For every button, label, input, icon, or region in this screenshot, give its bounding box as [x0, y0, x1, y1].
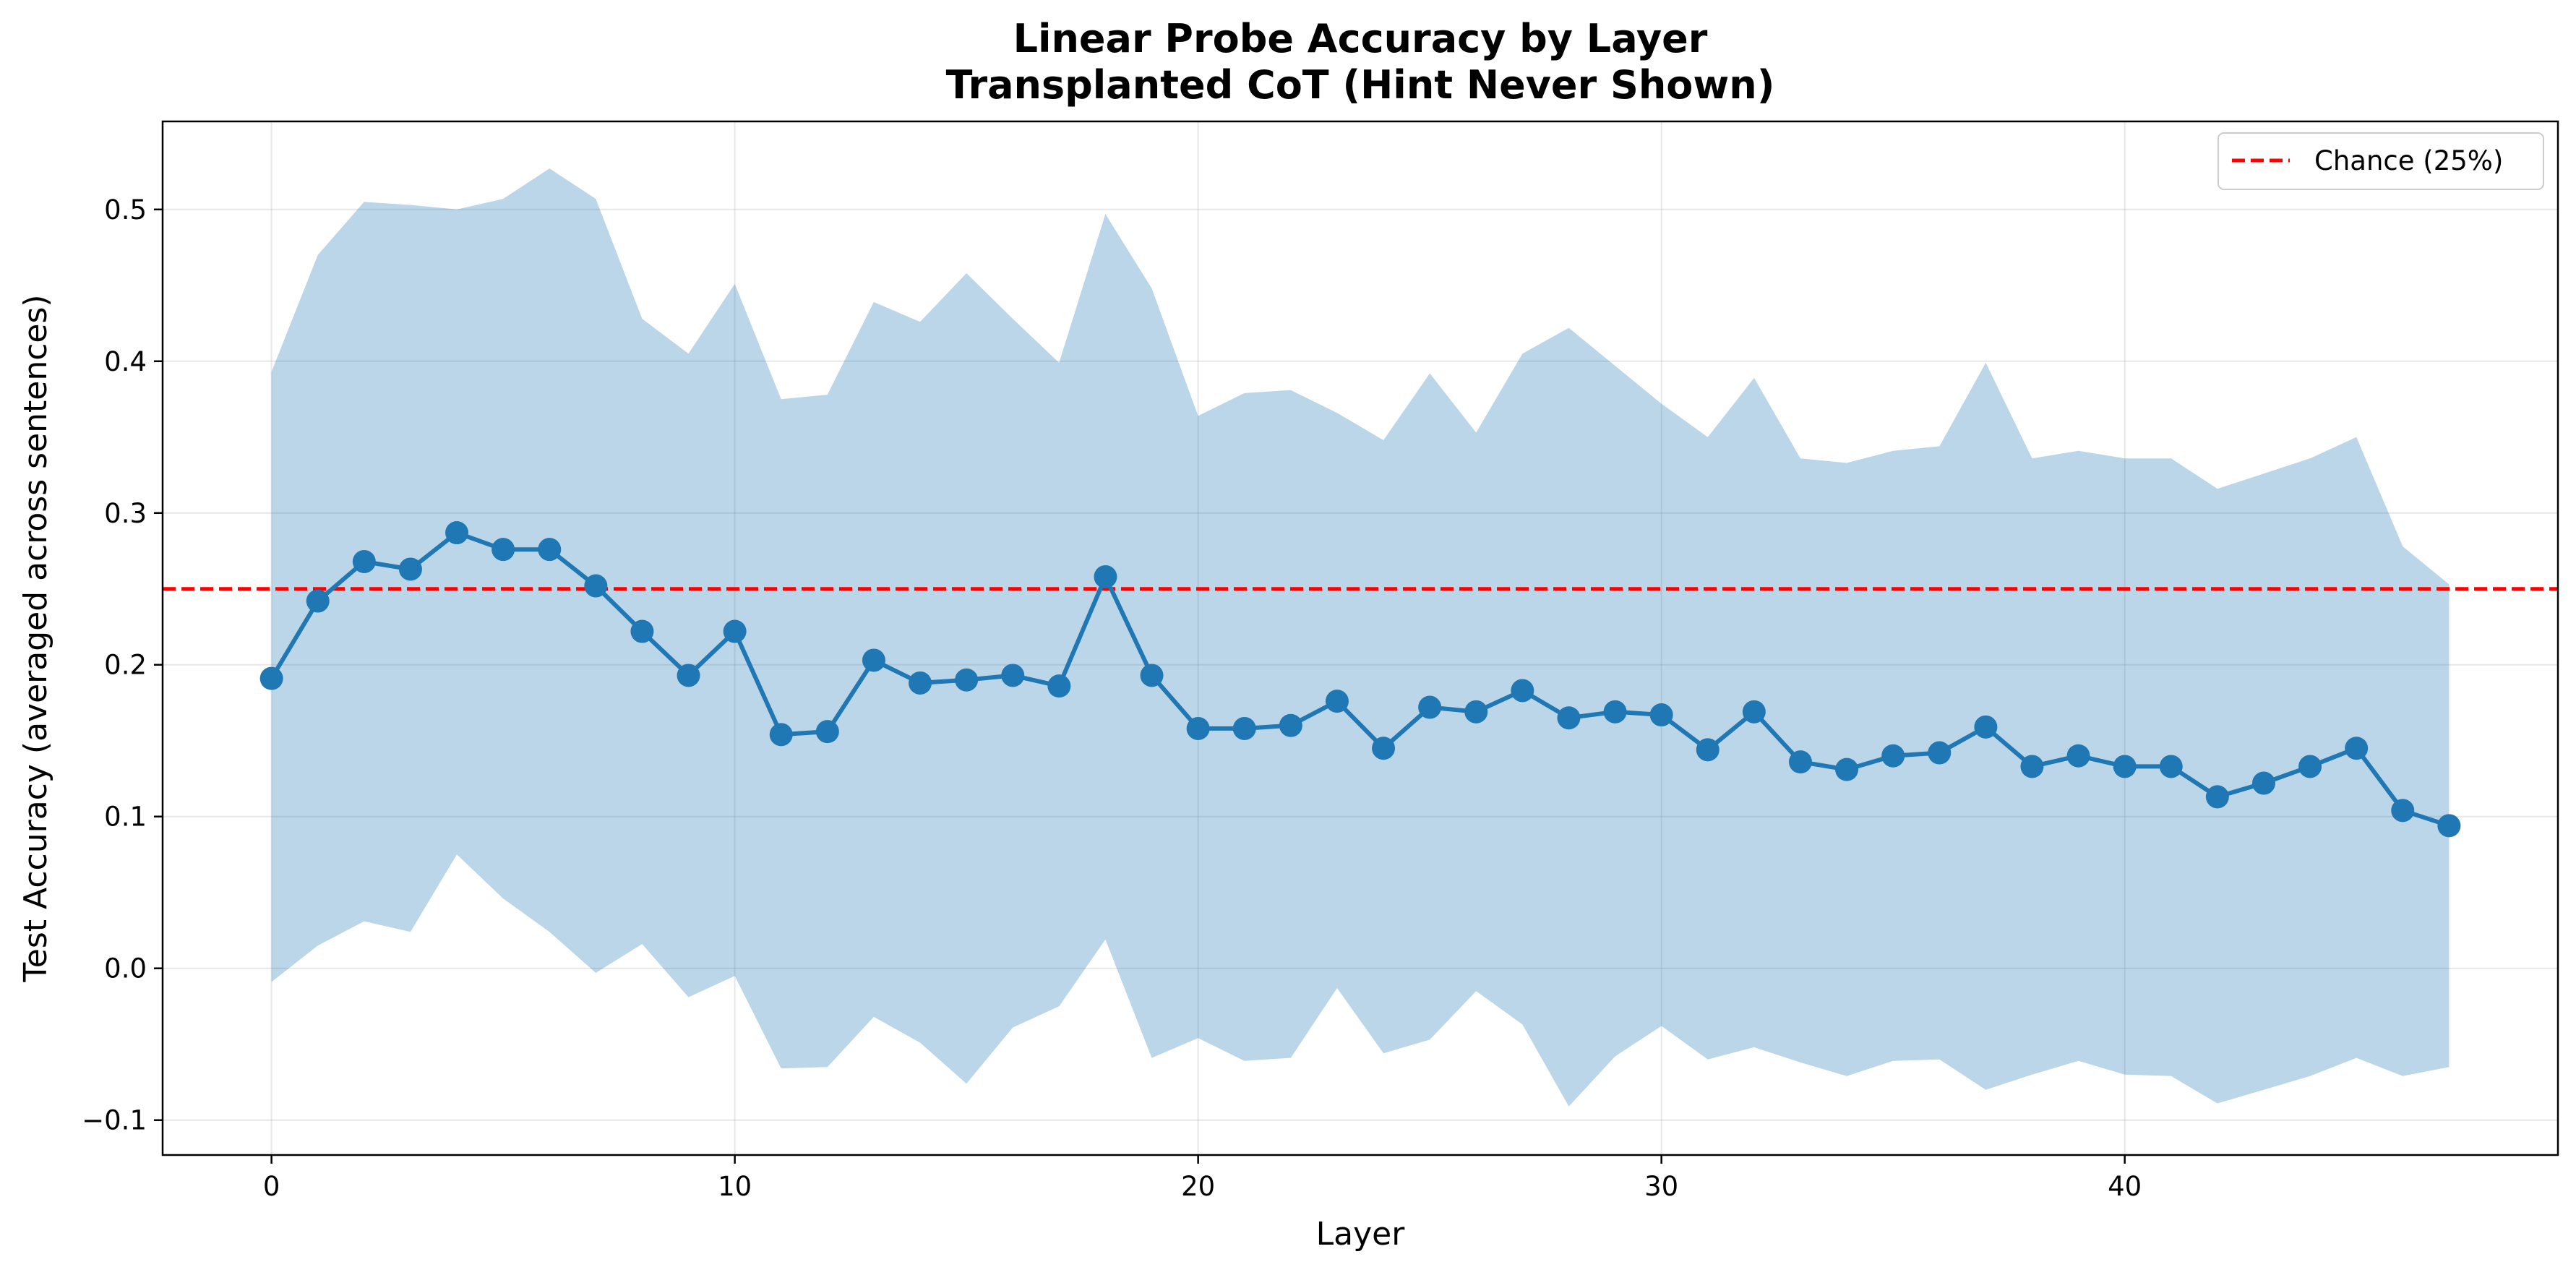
y-tick-label: 0.2: [104, 650, 147, 681]
plot-frame: [161, 120, 2559, 1156]
data-point: [723, 619, 747, 643]
data-point: [862, 648, 885, 672]
y-tick-label: 0.1: [104, 802, 147, 833]
data-point: [306, 589, 330, 613]
data-point: [1835, 757, 1859, 781]
data-point: [677, 664, 700, 687]
y-tick-label: −0.1: [82, 1105, 147, 1136]
y-tick-label: 0.0: [104, 953, 147, 984]
data-point: [955, 668, 979, 692]
data-point: [2437, 814, 2461, 838]
legend-box: [2217, 132, 2544, 190]
data-point: [1047, 674, 1071, 698]
data-point: [1094, 564, 1117, 588]
data-point: [538, 538, 562, 562]
data-point: [1325, 690, 1349, 713]
y-tick-label: 0.5: [104, 194, 147, 226]
data-point: [259, 666, 283, 690]
data-point: [1974, 715, 1998, 739]
y-axis-ticks: −0.1 0.0 0.1 0.2 0.3 0.4 0.5: [82, 194, 163, 1136]
y-tick-label: 0.4: [104, 346, 147, 377]
data-point: [2251, 771, 2275, 795]
data-point: [1372, 737, 1396, 760]
data-point: [1928, 741, 1952, 765]
data-point: [1881, 744, 1905, 768]
data-point: [1186, 716, 1210, 740]
data-point: [2113, 755, 2137, 778]
grid: [163, 121, 2558, 1155]
x-tick-label: 0: [263, 1171, 280, 1202]
legend: Chance (25%): [2217, 132, 2544, 190]
data-point: [2345, 737, 2369, 760]
data-point: [398, 557, 422, 581]
x-tick-label: 10: [718, 1171, 752, 1202]
data-point: [352, 549, 376, 573]
data-point: [769, 723, 793, 747]
data-point: [2066, 744, 2090, 768]
std-band: [271, 168, 2450, 1107]
data-point: [1232, 716, 1256, 740]
data-point: [445, 521, 469, 545]
data-point: [2205, 785, 2229, 809]
data-point: [2298, 755, 2322, 778]
data-point: [2020, 755, 2044, 778]
x-tick-label: 30: [1644, 1171, 1678, 1202]
data-point: [491, 538, 515, 562]
x-axis-label: Layer: [1316, 1216, 1406, 1253]
data-point: [2159, 755, 2183, 778]
x-tick-label: 40: [2108, 1171, 2142, 1202]
data-point: [1603, 700, 1627, 724]
data-point: [909, 671, 932, 695]
data-point: [1279, 713, 1302, 737]
confidence-band: [271, 168, 2450, 1107]
x-axis-ticks: 0 10 20 30 40: [263, 1155, 2142, 1202]
data-point: [584, 574, 608, 598]
data-point: [1696, 738, 1720, 762]
data-point: [2391, 799, 2415, 823]
data-point: [1511, 679, 1534, 703]
chart-title-line2: Transplanted CoT (Hint Never Shown): [946, 62, 1775, 108]
chart-title-line1: Linear Probe Accuracy by Layer: [1013, 16, 1708, 61]
data-point: [1649, 703, 1673, 727]
data-point: [1557, 706, 1581, 730]
data-point: [815, 720, 839, 744]
data-point: [1742, 700, 1766, 724]
legend-label-chance: Chance (25%): [2314, 145, 2503, 176]
x-tick-label: 20: [1181, 1171, 1215, 1202]
data-point: [1140, 664, 1164, 687]
data-point: [1464, 700, 1488, 724]
accuracy-series: [259, 521, 2461, 838]
y-tick-label: 0.3: [104, 498, 147, 529]
data-point: [1788, 750, 1812, 774]
data-point: [1418, 695, 1442, 719]
y-axis-label: Test Accuracy (averaged across sentences…: [17, 294, 54, 982]
data-point: [1001, 664, 1025, 687]
data-point: [630, 619, 654, 643]
